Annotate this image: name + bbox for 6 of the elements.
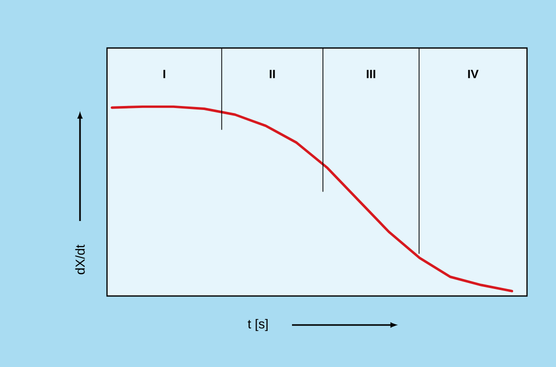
x-axis-title: t [s]	[248, 318, 268, 332]
y-axis-title: dX/dt	[75, 244, 85, 274]
text: IV	[468, 70, 479, 78]
text: III	[366, 70, 376, 78]
text: I	[163, 70, 166, 78]
text: II	[270, 70, 275, 78]
